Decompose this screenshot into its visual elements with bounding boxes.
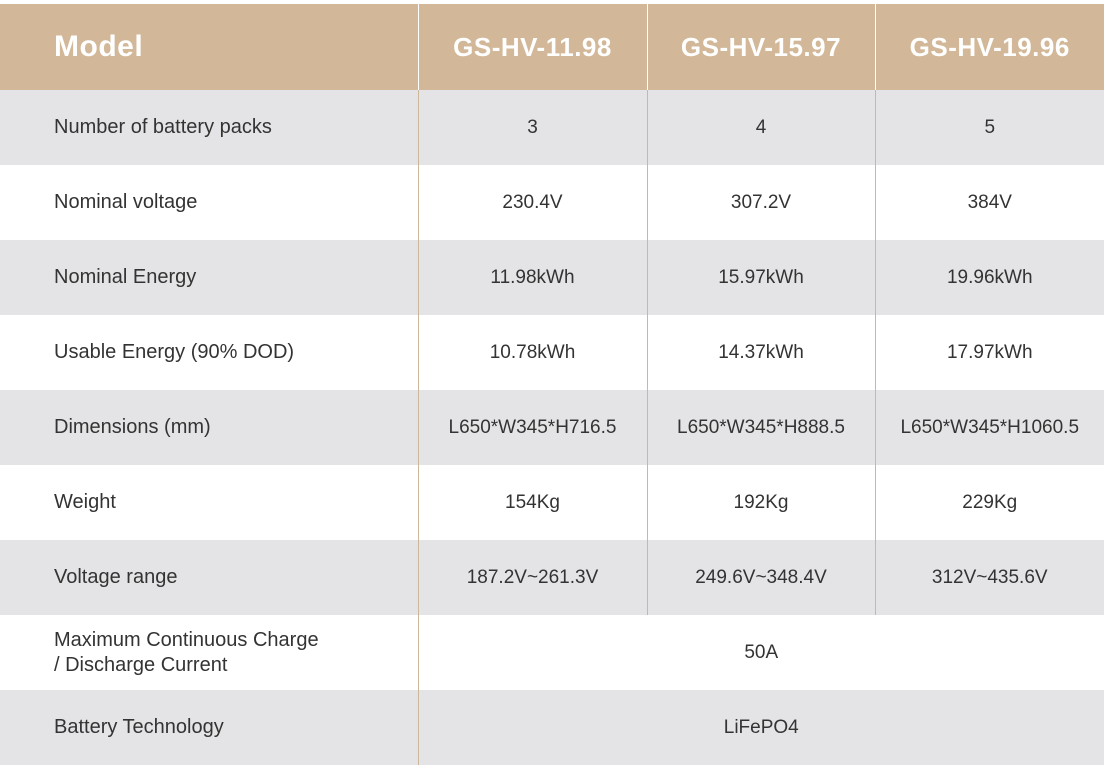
cell-value: L650*W345*H716.5 (417, 390, 647, 465)
table-row: Nominal Energy 11.98kWh 15.97kWh 19.96kW… (0, 240, 1104, 315)
table-row: Nominal voltage 230.4V 307.2V 384V (0, 165, 1104, 240)
model-header-3: GS-HV-19.96 (874, 4, 1104, 90)
cell-value: L650*W345*H888.5 (646, 390, 875, 465)
table-row: Number of battery packs 3 4 5 (0, 90, 1104, 165)
row-label: Maximum Continuous Charge / Discharge Cur… (0, 615, 418, 690)
cell-value: 14.37kWh (646, 315, 875, 390)
row-label-line: / Discharge Current (54, 653, 228, 676)
row-label: Usable Energy (90% DOD) (0, 315, 418, 390)
cell-value: 3 (417, 90, 647, 165)
cell-value: 17.97kWh (874, 315, 1104, 390)
cell-value: 229Kg (874, 465, 1104, 540)
cell-value: 192Kg (646, 465, 875, 540)
cell-value: 11.98kWh (417, 240, 647, 315)
cell-value: 5 (874, 90, 1104, 165)
row-label: Battery Technology (0, 690, 418, 765)
table-row: Voltage range 187.2V~261.3V 249.6V~348.4… (0, 540, 1104, 615)
cell-value: 19.96kWh (874, 240, 1104, 315)
row-label: Weight (0, 465, 418, 540)
model-header-1: GS-HV-11.98 (417, 4, 647, 90)
cell-value: 249.6V~348.4V (646, 540, 875, 615)
model-header-2: GS-HV-15.97 (646, 4, 875, 90)
cell-value-shared: 50A (417, 615, 1104, 690)
header-row: Model GS-HV-11.98 GS-HV-15.97 GS-HV-19.9… (0, 4, 1104, 90)
cell-value: 312V~435.6V (874, 540, 1104, 615)
cell-value: 384V (874, 165, 1104, 240)
table-row: Maximum Continuous Charge / Discharge Cur… (0, 615, 1104, 690)
row-label: Voltage range (0, 540, 418, 615)
cell-value: 307.2V (646, 165, 875, 240)
row-label: Dimensions (mm) (0, 390, 418, 465)
cell-value: 187.2V~261.3V (417, 540, 647, 615)
cell-value: 4 (646, 90, 875, 165)
row-label: Nominal Energy (0, 240, 418, 315)
table-row: Weight 154Kg 192Kg 229Kg (0, 465, 1104, 540)
cell-value: L650*W345*H1060.5 (874, 390, 1104, 465)
row-label: Number of battery packs (0, 90, 418, 165)
cell-value: 154Kg (417, 465, 647, 540)
cell-value: 15.97kWh (646, 240, 875, 315)
row-label: Nominal voltage (0, 165, 418, 240)
table-row: Usable Energy (90% DOD) 10.78kWh 14.37kW… (0, 315, 1104, 390)
row-label-line: Maximum Continuous Charge (54, 628, 319, 651)
spec-table: Model GS-HV-11.98 GS-HV-15.97 GS-HV-19.9… (0, 4, 1104, 765)
cell-value: 10.78kWh (417, 315, 647, 390)
cell-value: 230.4V (417, 165, 647, 240)
model-header-label: Model (0, 4, 418, 90)
table-row: Dimensions (mm) L650*W345*H716.5 L650*W3… (0, 390, 1104, 465)
table-row: Battery Technology LiFePO4 (0, 690, 1104, 765)
cell-value-shared: LiFePO4 (417, 690, 1104, 765)
